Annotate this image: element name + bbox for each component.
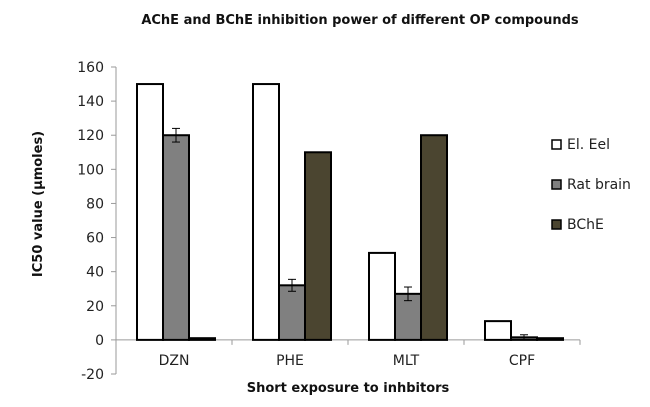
bar-el-eel-dzn [136,83,164,341]
y-tick-label: 20 [86,299,104,315]
bar-rat-brain-dzn [162,134,190,341]
error-bar [172,127,180,143]
legend-label: Rat brain [567,177,631,193]
x-category-label: PHE [276,353,304,369]
legend-label: El. Eel [567,137,610,153]
error-bar [404,286,412,302]
bar-el-eel-mlt [368,251,396,341]
legend-item: BChE [551,217,604,233]
x-category-label: DZN [159,353,190,369]
error-bar [288,278,296,292]
bar-bche-mlt [420,134,448,341]
chart-title: AChE and BChE inhibition power of differ… [141,13,579,28]
x-category-label: CPF [509,353,535,369]
legend-swatch [551,139,562,150]
bar-el-eel-phe [252,83,280,341]
error-bar [520,334,528,341]
y-tick-label: -20 [81,367,104,383]
x-category-label: MLT [393,353,420,369]
x-axis-title: Short exposure to inhbitors [247,381,450,396]
y-tick-label: 140 [77,94,104,110]
bar-el-eel-cpf [484,320,512,341]
legend-label: BChE [567,217,604,233]
bar-bche-cpf [536,337,564,341]
legend: El. Eel Rat brain BChE [551,137,631,233]
legend-swatch [551,179,562,190]
y-axis-title: IC50 value (µmoles) [31,131,46,277]
bar-rat-brain-phe [278,284,306,341]
y-tick-label: 100 [77,162,104,178]
bar-bche-phe [304,151,332,341]
y-tick-label: 60 [86,231,104,247]
y-tick-label: 0 [95,333,104,349]
y-tick-label: 160 [77,60,104,76]
y-tick-label: 40 [86,265,104,281]
y-tick-label: 120 [77,128,104,144]
bar-rat-brain-mlt [394,292,422,341]
bar-bche-dzn [188,337,216,341]
legend-swatch [551,219,562,230]
bars [136,83,564,341]
legend-item: El. Eel [551,137,610,153]
legend-item: Rat brain [551,177,631,193]
y-tick-label: 80 [86,196,104,212]
